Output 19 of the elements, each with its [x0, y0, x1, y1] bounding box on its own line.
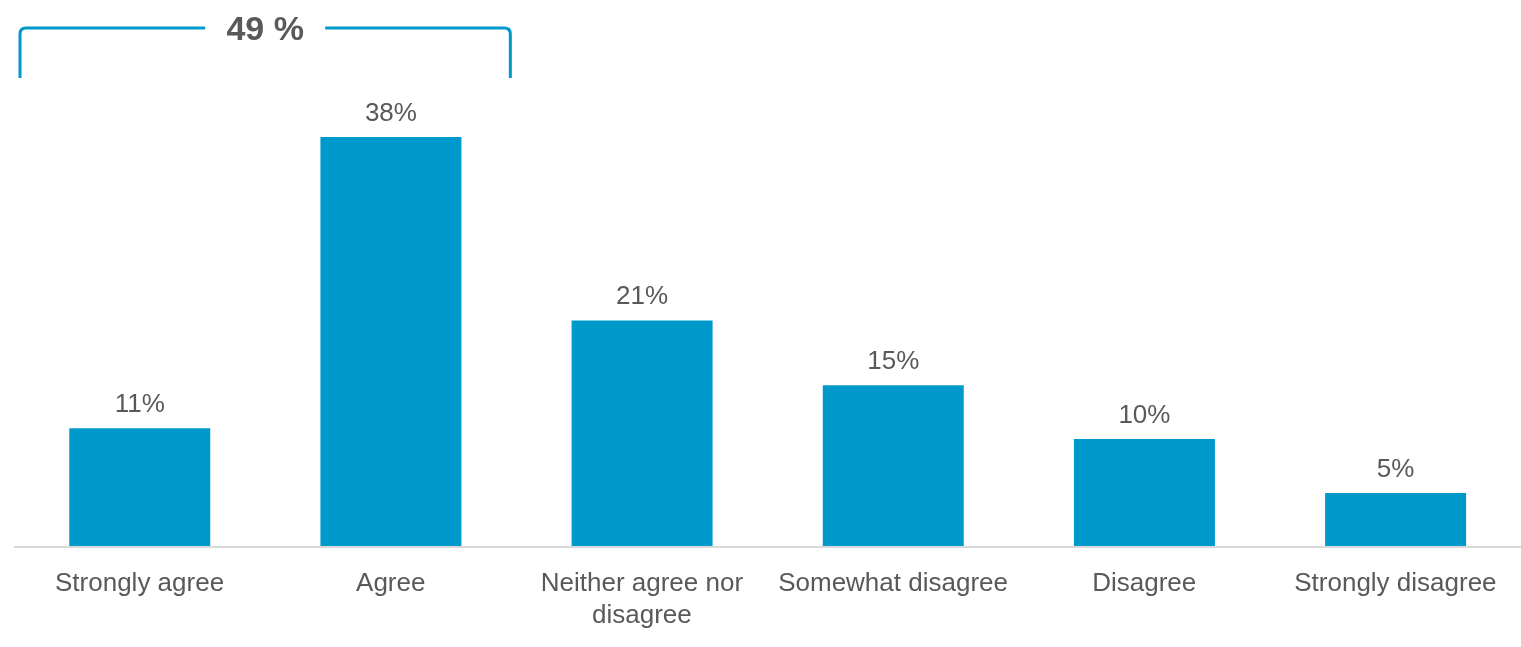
bar	[1073, 439, 1215, 547]
bar	[69, 428, 211, 547]
x-tick-label: Disagree	[1092, 567, 1197, 597]
x-tick-label: Neither agree nor disagree	[540, 567, 744, 629]
data-label: 10%	[1118, 399, 1171, 430]
bar	[320, 137, 462, 547]
data-label: 5%	[1376, 453, 1415, 484]
x-tick-label: Strongly agree	[55, 567, 225, 597]
bar	[1325, 493, 1467, 547]
x-tick-label: Agree	[356, 567, 426, 597]
text: 49 %	[226, 9, 304, 47]
data-label: 15%	[867, 345, 920, 376]
data-label: 11%	[114, 388, 165, 419]
data-label: 21%	[616, 280, 669, 311]
x-tick-label: Strongly disagree	[1294, 567, 1497, 597]
bar	[822, 385, 964, 547]
data-label: 38%	[364, 97, 417, 127]
bar	[571, 320, 713, 547]
x-tick-label: Somewhat disagree	[778, 567, 1008, 597]
